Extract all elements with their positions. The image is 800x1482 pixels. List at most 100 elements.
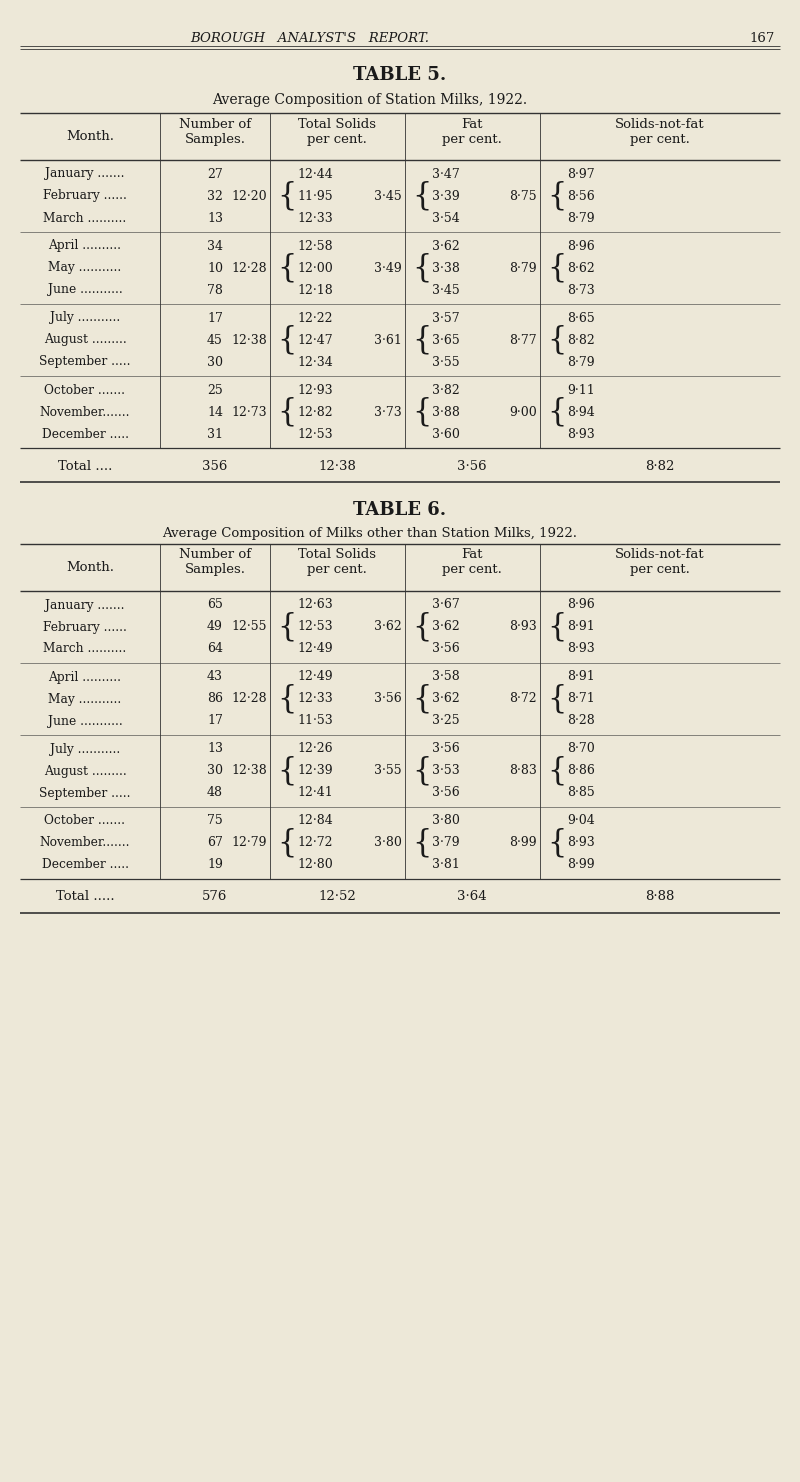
Text: 9·04: 9·04 <box>567 815 594 827</box>
Text: 11·95: 11·95 <box>297 190 333 203</box>
Text: Solids-not-fat
per cent.: Solids-not-fat per cent. <box>615 548 705 576</box>
Text: 12·80: 12·80 <box>297 858 333 871</box>
Text: 12·26: 12·26 <box>297 742 333 756</box>
Text: 8·86: 8·86 <box>567 765 595 778</box>
Text: 67: 67 <box>207 836 223 849</box>
Text: 19: 19 <box>207 858 223 871</box>
Text: April ..........: April .......... <box>49 670 122 683</box>
Text: July ...........: July ........... <box>50 742 120 756</box>
Text: 3·73: 3·73 <box>374 406 402 418</box>
Text: 86: 86 <box>207 692 223 705</box>
Text: {: { <box>547 683 566 714</box>
Text: Number of
Samples.: Number of Samples. <box>179 548 251 576</box>
Text: 12·22: 12·22 <box>297 311 333 325</box>
Text: 43: 43 <box>207 670 223 683</box>
Text: February ......: February ...... <box>43 190 127 203</box>
Text: 12·82: 12·82 <box>297 406 333 418</box>
Text: 8·85: 8·85 <box>567 787 594 799</box>
Text: 8·83: 8·83 <box>509 765 537 778</box>
Text: 3·25: 3·25 <box>432 714 460 728</box>
Text: 12·38: 12·38 <box>231 765 267 778</box>
Text: 3·81: 3·81 <box>432 858 460 871</box>
Text: 78: 78 <box>207 283 223 296</box>
Text: July ...........: July ........... <box>50 311 120 325</box>
Text: November.......: November....... <box>40 836 130 849</box>
Text: 12·28: 12·28 <box>231 261 267 274</box>
Text: October .......: October ....... <box>45 384 126 397</box>
Text: 12·72: 12·72 <box>297 836 333 849</box>
Text: 12·93: 12·93 <box>297 384 333 397</box>
Text: {: { <box>412 325 431 356</box>
Text: June ...........: June ........... <box>48 714 122 728</box>
Text: 8·97: 8·97 <box>567 167 594 181</box>
Text: 12·53: 12·53 <box>297 621 333 633</box>
Text: 3·56: 3·56 <box>432 742 460 756</box>
Text: 8·65: 8·65 <box>567 311 594 325</box>
Text: {: { <box>277 683 296 714</box>
Text: 3·79: 3·79 <box>432 836 460 849</box>
Text: 167: 167 <box>750 31 774 44</box>
Text: 3·80: 3·80 <box>374 836 402 849</box>
Text: TABLE 5.: TABLE 5. <box>354 67 446 84</box>
Text: 3·62: 3·62 <box>374 621 402 633</box>
Text: 3·39: 3·39 <box>432 190 460 203</box>
Text: 12·18: 12·18 <box>297 283 333 296</box>
Text: 12·33: 12·33 <box>297 692 333 705</box>
Text: 12·49: 12·49 <box>297 643 333 655</box>
Text: 8·79: 8·79 <box>510 261 537 274</box>
Text: September .....: September ..... <box>39 787 130 799</box>
Text: 12·55: 12·55 <box>231 621 267 633</box>
Text: 9·11: 9·11 <box>567 384 594 397</box>
Text: {: { <box>547 612 566 643</box>
Text: 8·99: 8·99 <box>567 858 594 871</box>
Text: 8·28: 8·28 <box>567 714 594 728</box>
Text: Total ....: Total .... <box>58 459 112 473</box>
Text: 48: 48 <box>207 787 223 799</box>
Text: 576: 576 <box>202 891 228 904</box>
Text: Month.: Month. <box>66 562 114 574</box>
Text: 8·62: 8·62 <box>567 261 594 274</box>
Text: 17: 17 <box>207 714 223 728</box>
Text: 3·45: 3·45 <box>374 190 402 203</box>
Text: 8·93: 8·93 <box>567 427 594 440</box>
Text: 12·33: 12·33 <box>297 212 333 224</box>
Text: February ......: February ...... <box>43 621 127 633</box>
Text: 12·58: 12·58 <box>297 240 333 252</box>
Text: 17: 17 <box>207 311 223 325</box>
Text: Average Composition of Milks other than Station Milks, 1922.: Average Composition of Milks other than … <box>162 528 578 541</box>
Text: {: { <box>547 252 566 283</box>
Text: Fat
per cent.: Fat per cent. <box>442 117 502 145</box>
Text: {: { <box>547 181 566 212</box>
Text: 3·88: 3·88 <box>432 406 460 418</box>
Text: 8·71: 8·71 <box>567 692 594 705</box>
Text: 3·82: 3·82 <box>432 384 460 397</box>
Text: 3·60: 3·60 <box>432 427 460 440</box>
Text: 12·47: 12·47 <box>297 333 333 347</box>
Text: {: { <box>277 756 296 787</box>
Text: {: { <box>412 252 431 283</box>
Text: Fat
per cent.: Fat per cent. <box>442 548 502 576</box>
Text: {: { <box>412 181 431 212</box>
Text: 8·77: 8·77 <box>510 333 537 347</box>
Text: {: { <box>277 827 296 858</box>
Text: 3·56: 3·56 <box>457 459 487 473</box>
Text: 12·41: 12·41 <box>297 787 333 799</box>
Text: January .......: January ....... <box>46 599 125 612</box>
Text: 11·53: 11·53 <box>297 714 333 728</box>
Text: 12·28: 12·28 <box>231 692 267 705</box>
Text: 8·91: 8·91 <box>567 670 594 683</box>
Text: 3·56: 3·56 <box>374 692 402 705</box>
Text: 8·99: 8·99 <box>510 836 537 849</box>
Text: {: { <box>547 397 566 427</box>
Text: 12·38: 12·38 <box>318 459 356 473</box>
Text: 3·62: 3·62 <box>432 240 460 252</box>
Text: 12·84: 12·84 <box>297 815 333 827</box>
Text: 12·79: 12·79 <box>231 836 267 849</box>
Text: Solids-not-fat
per cent.: Solids-not-fat per cent. <box>615 117 705 145</box>
Text: 3·80: 3·80 <box>432 815 460 827</box>
Text: 8·56: 8·56 <box>567 190 594 203</box>
Text: September .....: September ..... <box>39 356 130 369</box>
Text: 12·73: 12·73 <box>231 406 267 418</box>
Text: BOROUGH   ANALYST'S   REPORT.: BOROUGH ANALYST'S REPORT. <box>190 31 430 44</box>
Text: 12·63: 12·63 <box>297 599 333 612</box>
